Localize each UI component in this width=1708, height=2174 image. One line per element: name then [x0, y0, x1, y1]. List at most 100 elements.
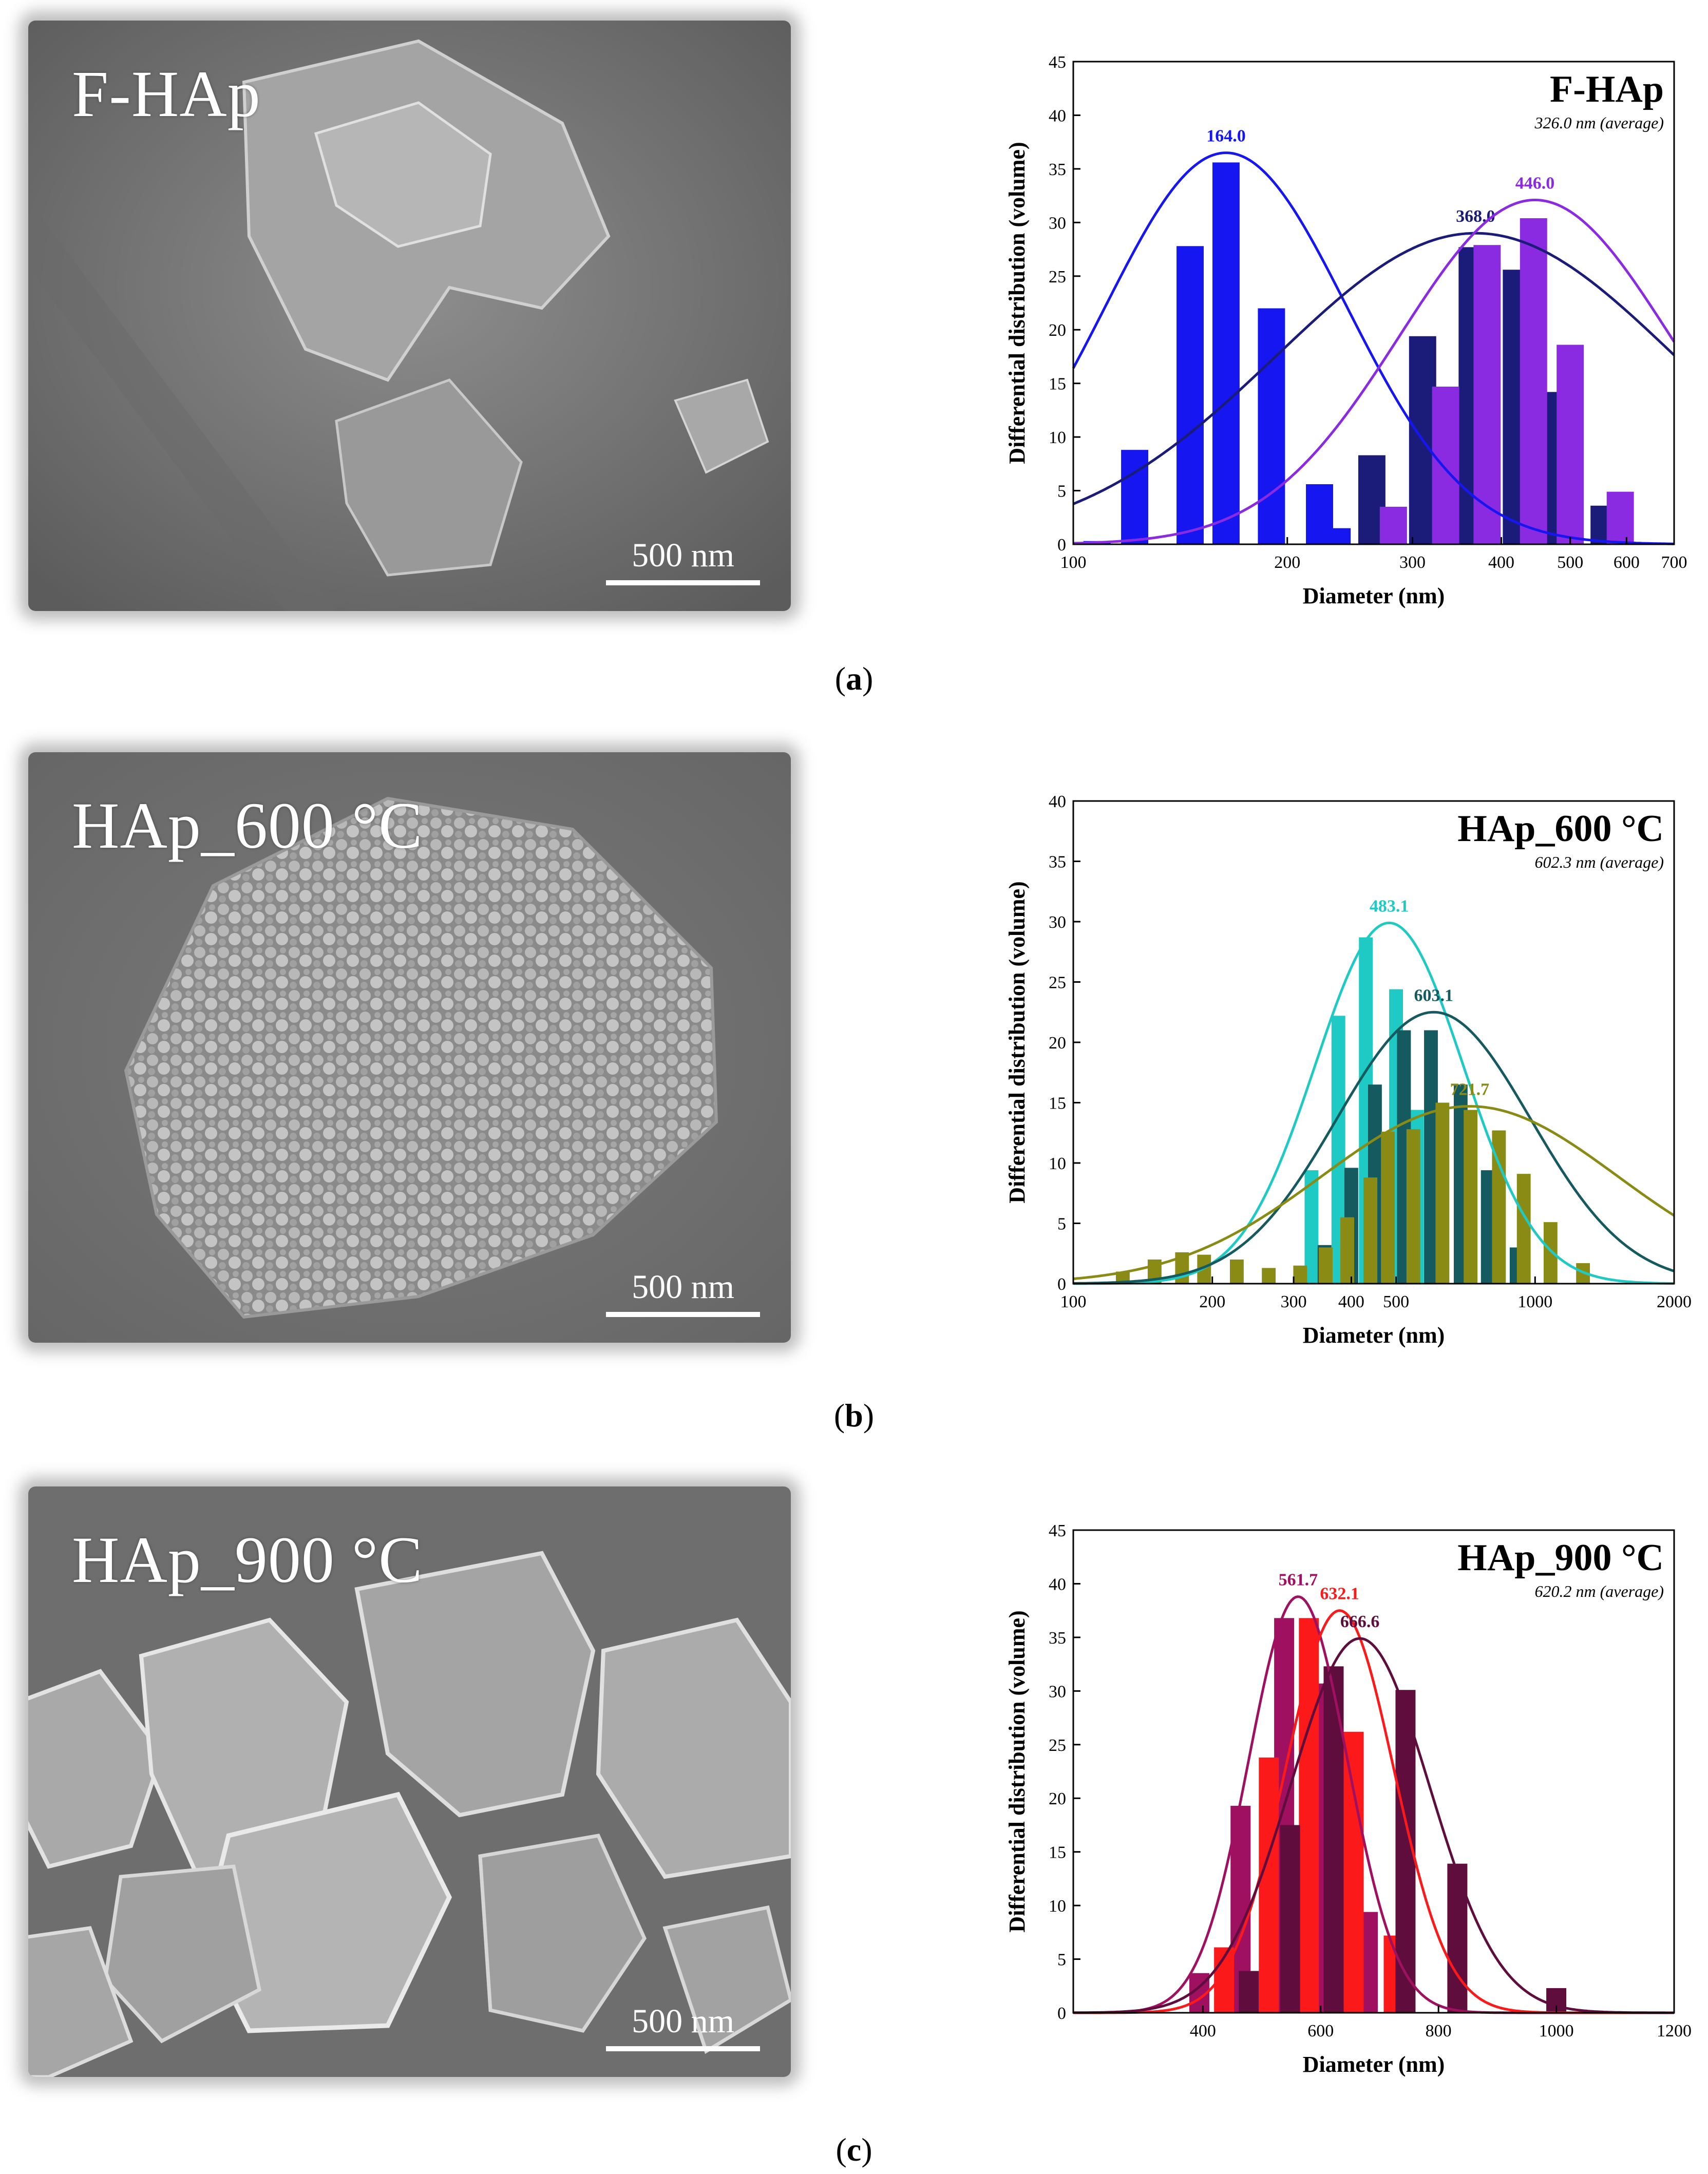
peak-label: 446.0	[1515, 174, 1555, 193]
x-tick-label: 1200	[1657, 2022, 1692, 2040]
bar	[1406, 1129, 1420, 1284]
y-tick-label: 45	[1049, 1521, 1066, 1540]
fit-curve	[1073, 1637, 1674, 2014]
y-tick-label: 25	[1049, 268, 1066, 287]
y-tick-label: 30	[1049, 913, 1066, 932]
caption-letter: c	[846, 2131, 862, 2168]
y-tick-label: 0	[1057, 536, 1066, 555]
scale-bar-label: 500 nm	[632, 2003, 734, 2040]
y-tick-label: 5	[1057, 1951, 1066, 1970]
bar	[1381, 1131, 1395, 1284]
x-tick-label: 300	[1399, 553, 1426, 572]
y-tick-label: 15	[1049, 1843, 1066, 1862]
fit-curve	[1073, 1105, 1675, 1280]
caption-close: )	[862, 660, 874, 697]
peak-label: 561.7	[1279, 1571, 1318, 1590]
fit-curve	[1073, 921, 1675, 1285]
y-tick-label: 15	[1049, 1094, 1066, 1113]
bar	[1176, 246, 1204, 544]
y-tick-label: 15	[1049, 375, 1066, 394]
chart-title: F-HAp	[1550, 68, 1664, 110]
y-tick-label: 40	[1049, 792, 1066, 811]
caption-open: (	[834, 660, 846, 697]
x-tick-label: 100	[1060, 1292, 1087, 1311]
bar	[1262, 1268, 1276, 1284]
bar	[1323, 1666, 1344, 2013]
x-tick-label: 500	[1383, 1292, 1409, 1311]
bar	[1343, 1731, 1364, 2013]
x-tick-label: 400	[1488, 553, 1514, 572]
y-tick-label: 0	[1057, 2004, 1066, 2023]
y-tick-label: 30	[1049, 1682, 1066, 1701]
bar	[1212, 162, 1240, 544]
sem-image: F-HAp 500 nm	[28, 21, 791, 611]
y-tick-label: 20	[1049, 1789, 1066, 1808]
chart-title: HAp_900 °C	[1457, 1537, 1664, 1579]
bar	[1363, 1177, 1378, 1284]
chart-subtitle: 326.0 nm (average)	[1534, 113, 1664, 132]
bar	[1121, 450, 1149, 544]
scale-bar-label: 500 nm	[632, 1268, 734, 1306]
x-tick-label: 1000	[1539, 2022, 1574, 2040]
bar	[1435, 1102, 1450, 1284]
fit-curve	[1073, 199, 1676, 545]
scale-bar-label: 500 nm	[632, 537, 734, 574]
caption-close: )	[863, 1397, 875, 1434]
x-tick-label: 500	[1557, 553, 1583, 572]
y-tick-label: 25	[1049, 1736, 1066, 1755]
y-tick-label: 25	[1049, 974, 1066, 993]
y-tick-label: 35	[1049, 160, 1066, 179]
sem-micrograph	[28, 1486, 791, 2077]
bar	[1319, 1247, 1333, 1284]
plot-frame	[1072, 61, 1675, 545]
sem-micrograph	[28, 752, 791, 1343]
peak-label: 164.0	[1206, 127, 1246, 146]
bar	[1432, 386, 1459, 544]
x-tick-label: 1000	[1517, 1292, 1552, 1311]
x-tick-label: 100	[1060, 553, 1087, 572]
x-tick-label: 600	[1307, 2022, 1334, 2040]
y-tick-label: 40	[1049, 106, 1066, 125]
peak-label: 666.6	[1340, 1612, 1380, 1631]
y-tick-label: 20	[1049, 321, 1066, 340]
scale-bar	[606, 1312, 760, 1317]
x-tick-label: 200	[1199, 1292, 1225, 1311]
caption-letter: a	[846, 660, 862, 697]
bar	[1299, 1618, 1319, 2013]
x-tick-label: 200	[1274, 553, 1300, 572]
y-tick-label: 10	[1049, 428, 1066, 447]
bar	[1230, 1260, 1244, 1284]
bar	[1259, 1757, 1279, 2013]
peak-label: 632.1	[1320, 1585, 1359, 1604]
scale-bar	[606, 2046, 760, 2051]
bar	[1379, 506, 1407, 544]
bar	[1293, 1265, 1307, 1284]
x-tick-label: 400	[1338, 1292, 1364, 1311]
bar	[1447, 1863, 1468, 2013]
chart-subtitle: 602.3 nm (average)	[1535, 853, 1664, 871]
bar	[1280, 1825, 1300, 2013]
caption-letter: b	[845, 1397, 863, 1434]
peak-label: 603.1	[1414, 986, 1454, 1005]
panel-caption: (c)	[0, 2131, 1708, 2169]
fit-curve	[1072, 151, 1674, 545]
y-tick-label: 5	[1057, 482, 1066, 501]
peak-label: 483.1	[1370, 897, 1409, 916]
chart-title: HAp_600 °C	[1457, 808, 1664, 850]
panel-caption: (a)	[0, 660, 1708, 698]
y-tick-label: 5	[1057, 1215, 1066, 1234]
y-tick-label: 35	[1049, 1629, 1066, 1648]
bar	[1304, 1170, 1319, 1284]
plot-frame	[1072, 1529, 1675, 2014]
bar	[1473, 245, 1501, 544]
caption-close: )	[861, 2131, 872, 2168]
bar	[1516, 1174, 1531, 1284]
bar	[1239, 1971, 1259, 2013]
bar	[1258, 308, 1285, 544]
bar	[1323, 528, 1351, 544]
y-axis-label: Differential distribution (volume)	[1004, 1610, 1030, 1932]
caption-open: (	[836, 2131, 847, 2168]
x-tick-label: 700	[1661, 553, 1687, 572]
y-tick-label: 10	[1049, 1154, 1066, 1173]
